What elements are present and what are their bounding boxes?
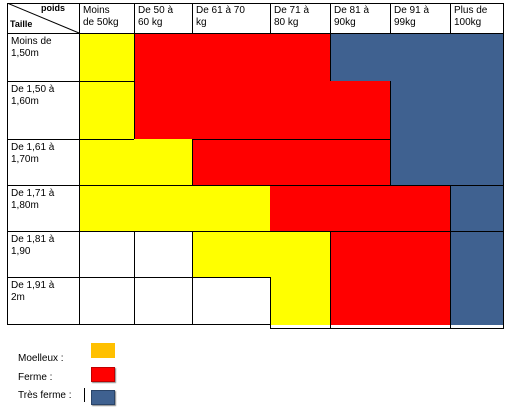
grid-line bbox=[192, 139, 193, 185]
grid-line bbox=[270, 277, 271, 329]
grid-line bbox=[330, 231, 331, 329]
header-weight: De 50 à 60 kg bbox=[138, 5, 174, 28]
grid-line bbox=[134, 231, 135, 325]
legend-ferme-label: Ferme : bbox=[18, 372, 53, 383]
zone-ferme bbox=[134, 81, 390, 139]
zone-moelleux bbox=[79, 139, 192, 185]
zone-moelleux bbox=[79, 33, 134, 81]
grid-line bbox=[79, 231, 504, 232]
grid-line bbox=[270, 3, 271, 33]
zone-tres-ferme bbox=[450, 277, 504, 325]
zone-moelleux bbox=[79, 185, 270, 231]
zone-moelleux bbox=[270, 277, 330, 325]
corner-diagonal bbox=[7, 3, 80, 34]
header-weight: Plus de 100kg bbox=[454, 5, 488, 28]
grid-line bbox=[192, 231, 193, 325]
grid-line bbox=[7, 33, 504, 34]
grid-line bbox=[79, 3, 80, 325]
grid-line bbox=[330, 3, 331, 33]
corner-label-poids: poids bbox=[41, 3, 65, 13]
grid-line bbox=[79, 324, 270, 325]
zone-ferme bbox=[192, 139, 390, 185]
row-height-label: De 1,61 à 1,70m bbox=[11, 142, 55, 165]
zone-tres-ferme bbox=[390, 81, 504, 139]
grid-line bbox=[7, 277, 80, 278]
grid-line bbox=[79, 81, 134, 82]
grid-line bbox=[503, 3, 504, 33]
zone-moelleux bbox=[79, 81, 134, 139]
zone-tres-ferme bbox=[450, 231, 504, 277]
zone-ferme bbox=[134, 33, 330, 81]
grid-line bbox=[79, 139, 134, 140]
legend-moelleux-swatch bbox=[91, 343, 115, 358]
grid-line bbox=[7, 324, 80, 325]
grid-line bbox=[134, 3, 135, 33]
row-height-label: De 1,91 à 2m bbox=[11, 280, 55, 303]
grid-line bbox=[7, 139, 80, 140]
grid-line bbox=[390, 3, 391, 33]
zone-ferme bbox=[330, 231, 450, 277]
grid-line bbox=[450, 3, 451, 33]
grid-line bbox=[192, 3, 193, 33]
row-height-label: De 1,71 à 1,80m bbox=[11, 188, 55, 211]
grid-line bbox=[7, 3, 504, 4]
legend-ferme-swatch bbox=[91, 367, 115, 382]
header-weight: De 91 à 99kg bbox=[394, 5, 430, 28]
row-height-label: De 1,81 à 1,90 bbox=[11, 234, 55, 257]
grid-line bbox=[450, 185, 451, 329]
grid-line bbox=[7, 3, 8, 325]
grid-line bbox=[330, 33, 331, 81]
zone-tres-ferme bbox=[330, 33, 504, 81]
legend-tres-ferme-swatch bbox=[91, 390, 115, 405]
zone-tres-ferme bbox=[390, 139, 504, 185]
grid-line bbox=[134, 33, 135, 139]
text-cursor bbox=[84, 388, 85, 402]
grid-line bbox=[7, 81, 80, 82]
row-height-label: De 1,50 à 1,60m bbox=[11, 84, 55, 107]
zone-tres-ferme bbox=[450, 185, 504, 231]
zone-moelleux bbox=[192, 231, 330, 277]
header-weight: De 71 à 80 kg bbox=[274, 5, 310, 28]
firmness-table: poids Taille Moins de 50kg De 50 à 60 kg D… bbox=[7, 3, 504, 329]
grid-line bbox=[503, 33, 504, 329]
header-weight: Moins de 50kg bbox=[83, 5, 119, 28]
legend-tres-ferme-label: Très ferme : bbox=[18, 390, 72, 401]
header-weight: De 81 à 90kg bbox=[334, 5, 370, 28]
grid-line bbox=[390, 81, 391, 185]
row-height-label: Moins de 1,50m bbox=[11, 36, 52, 59]
grid-line bbox=[79, 185, 504, 186]
zone-ferme bbox=[330, 277, 450, 325]
zone-ferme bbox=[270, 185, 450, 231]
grid-line bbox=[192, 139, 390, 140]
legend-moelleux-label: Moelleux : bbox=[18, 353, 64, 364]
grid-line bbox=[7, 231, 80, 232]
grid-line bbox=[270, 328, 504, 329]
corner-label-taille: Taille bbox=[10, 19, 33, 29]
grid-line bbox=[7, 185, 80, 186]
header-weight: De 61 à 70 kg bbox=[196, 5, 245, 28]
grid-line bbox=[79, 277, 270, 278]
